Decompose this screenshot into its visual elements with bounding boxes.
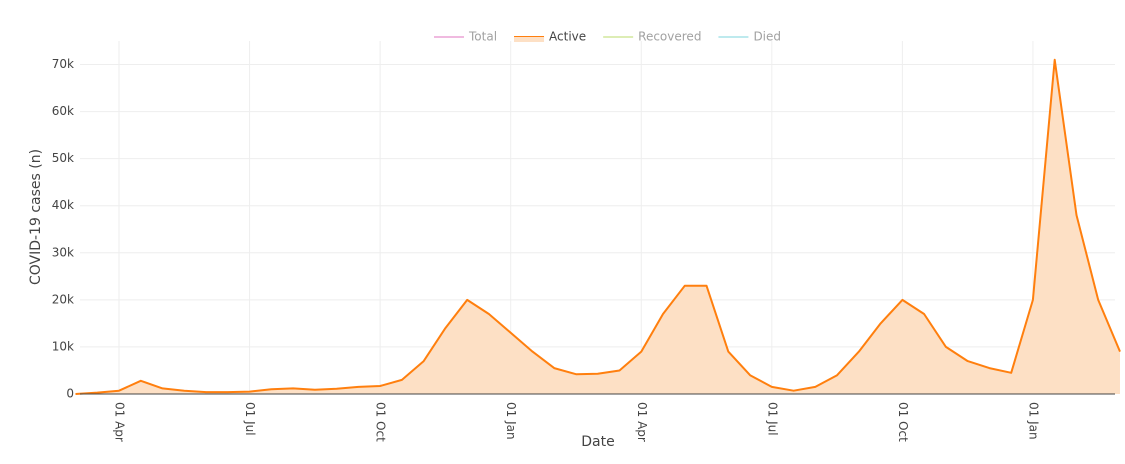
legend-item[interactable]: Active	[514, 30, 586, 44]
x-tick-label: 01 Jan	[504, 402, 518, 440]
x-tick-label: 01 Jul	[243, 402, 257, 436]
y-tick-label: 50k	[52, 151, 74, 165]
y-axis-title: COVID-19 cases (n)	[28, 149, 44, 285]
line	[75, 58, 1121, 395]
y-tick-label: 10k	[52, 339, 74, 353]
legend-item[interactable]: Died	[718, 30, 781, 44]
x-tick-label: 01 Apr	[113, 402, 127, 442]
legend-label: Total	[468, 30, 497, 44]
y-tick-label: 20k	[52, 292, 74, 306]
y-tick-label: 40k	[52, 198, 74, 212]
legend-label: Active	[549, 30, 586, 44]
area-fill	[75, 59, 1120, 395]
y-tick-label: 0	[66, 387, 74, 401]
legend-label: Recovered	[638, 30, 701, 44]
legend-item[interactable]: Recovered	[603, 30, 701, 44]
x-axis-title: Date	[581, 434, 614, 450]
legend-label: Died	[753, 30, 781, 44]
y-tick-label: 60k	[52, 104, 74, 118]
legend-swatch-fill	[514, 37, 545, 42]
x-tick-label: 01 Oct	[374, 402, 388, 442]
legend-item[interactable]: Total	[434, 30, 497, 44]
y-tick-label: 70k	[52, 57, 74, 71]
x-tick-label: 01 Jul	[765, 402, 779, 436]
x-tick-label: 01 Jan	[1026, 402, 1040, 440]
y-tick-label: 30k	[52, 245, 74, 259]
x-tick-label: 01 Apr	[635, 402, 649, 442]
x-tick-label: 01 Oct	[896, 402, 910, 442]
